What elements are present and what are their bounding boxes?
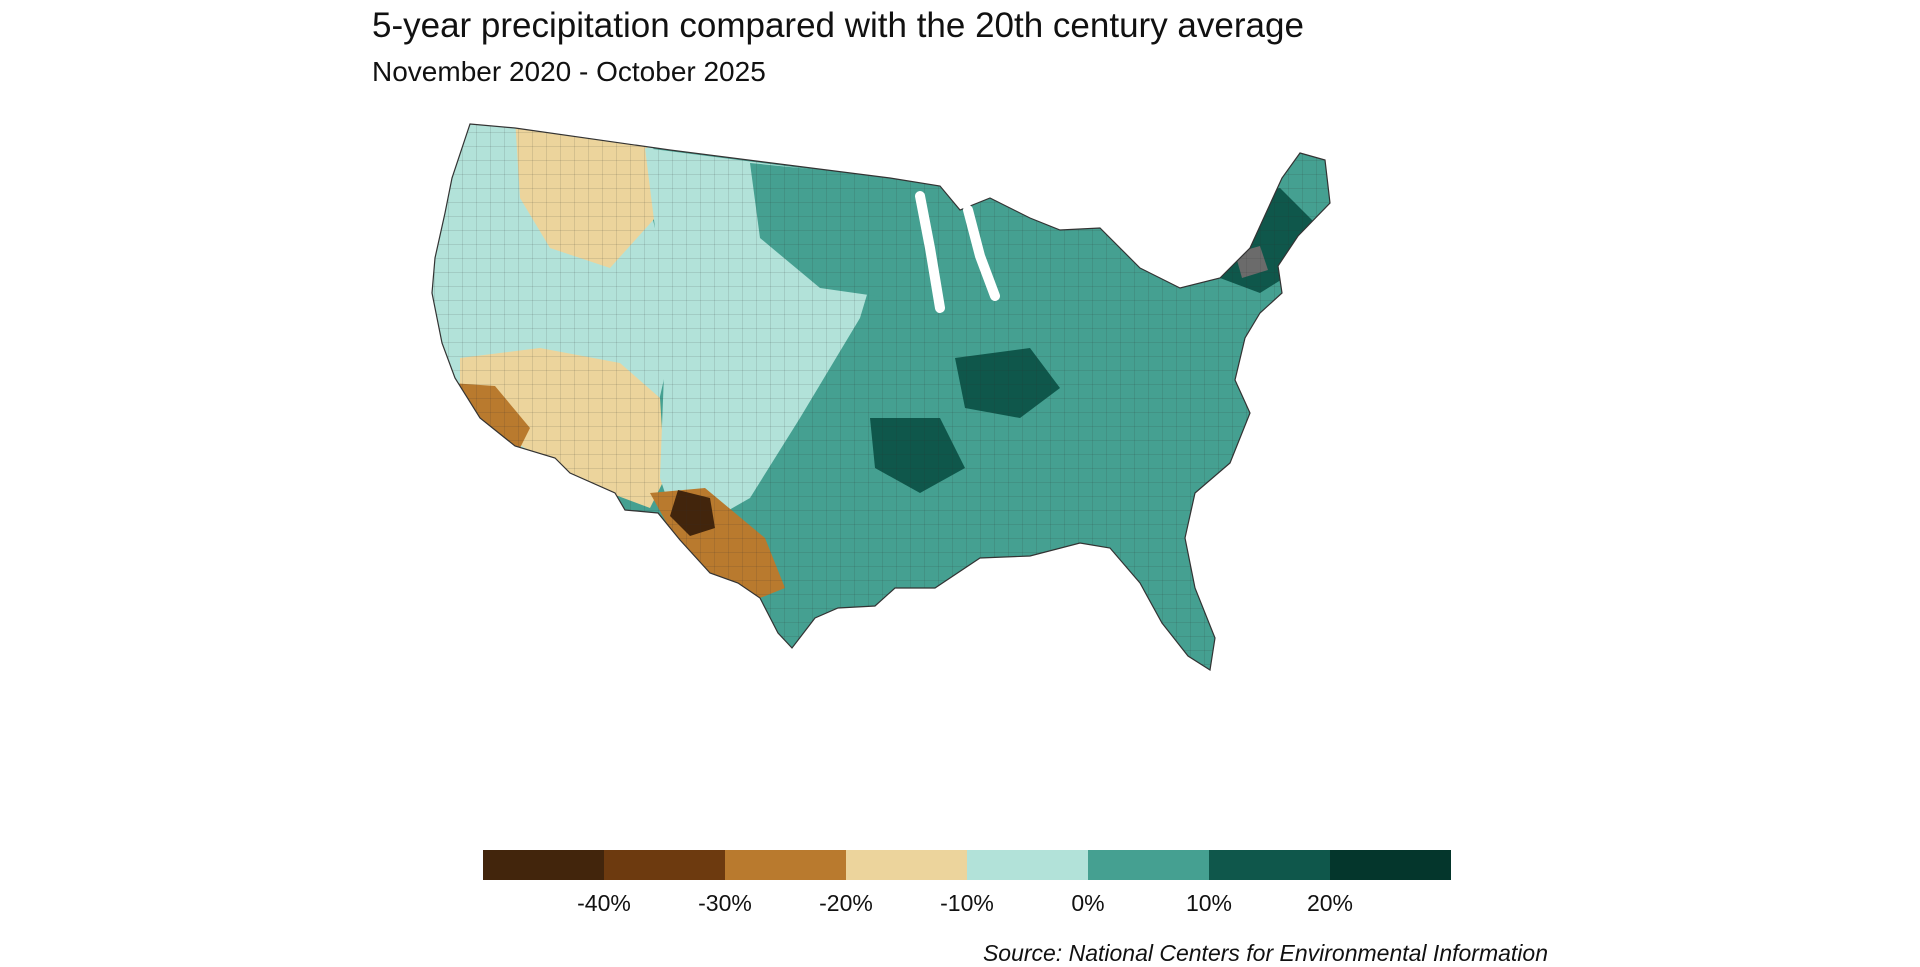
legend-swatch (725, 850, 846, 880)
legend-swatch (1088, 850, 1209, 880)
color-legend (483, 850, 1451, 880)
legend-labels: -40% -30% -20% -10% 0% 10% 20% (483, 890, 1451, 922)
legend-swatch (483, 850, 604, 880)
legend-label: -20% (819, 890, 873, 916)
map-title: 5-year precipitation compared with the 2… (372, 6, 1304, 45)
legend-swatch (967, 850, 1088, 880)
legend-swatch (604, 850, 725, 880)
legend-label: -10% (940, 890, 994, 916)
legend-label: -40% (577, 890, 631, 916)
legend-label: 10% (1185, 890, 1233, 916)
us-precipitation-map (420, 118, 1520, 808)
legend-swatch (1209, 850, 1330, 880)
legend-label: 20% (1306, 890, 1354, 916)
legend-swatch (846, 850, 967, 880)
map-subtitle: November 2020 - October 2025 (372, 56, 766, 87)
source-note: Source: National Centers for Environment… (982, 940, 1548, 966)
legend-label: -30% (698, 890, 752, 916)
great-lakes (915, 191, 1000, 313)
legend-label: 0% (1071, 890, 1105, 916)
legend-swatch (1330, 850, 1451, 880)
